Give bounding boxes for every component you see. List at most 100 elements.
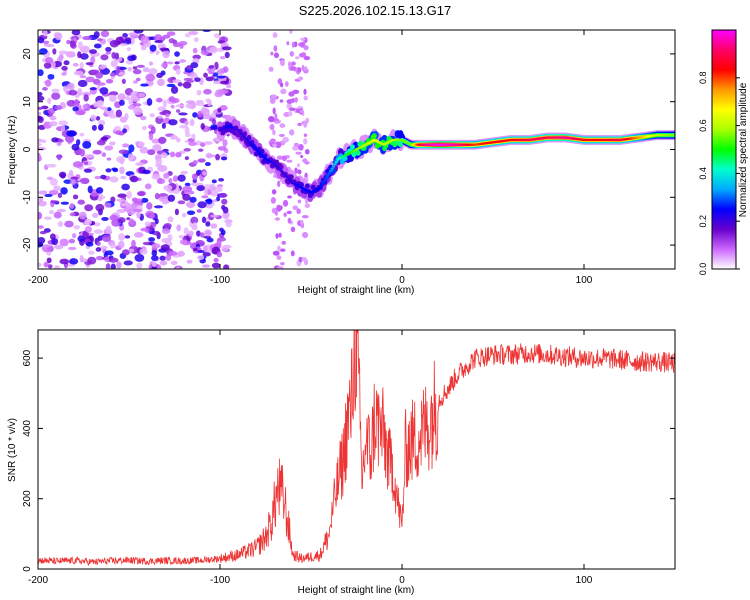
spectrogram-noise-blob xyxy=(59,258,70,265)
spectrogram-noise-blob xyxy=(217,68,225,75)
spectrogram-noise-blob xyxy=(175,151,182,158)
spectrogram-noise-blob xyxy=(44,193,53,198)
spectrogram-noise-blob xyxy=(116,65,121,74)
spectrogram-noise-blob xyxy=(52,48,57,55)
spectrogram-noise-blob xyxy=(300,155,304,159)
spectrogram-noise-blob xyxy=(149,61,154,66)
spectrogram-noise-blob xyxy=(154,34,163,42)
spectrogram-noise-blob xyxy=(272,129,276,136)
spectrogram-noise-blob xyxy=(188,30,199,36)
spectrogram-noise-blob xyxy=(218,192,228,198)
spectrogram-noise-blob xyxy=(177,174,186,182)
spectrogram-noise-blob xyxy=(301,65,305,71)
spectrogram-noise-blob xyxy=(100,30,110,38)
spectrogram-noise-blob xyxy=(186,201,196,209)
spectrogram-noise-blob xyxy=(159,111,168,116)
spectrogram-noise-blob xyxy=(268,66,274,72)
spectrogram-noise-blob xyxy=(211,118,217,125)
spectrogram-noise-blob xyxy=(302,231,309,239)
spectrogram-noise-blob xyxy=(156,72,164,79)
spectrogram-noise-blob xyxy=(79,53,89,60)
spectrogram-noise-blob xyxy=(203,72,208,78)
spectrogram-noise-blob xyxy=(155,50,160,55)
spectrogram-noise-blob xyxy=(213,33,221,39)
spectrogram-noise-blob xyxy=(73,70,84,76)
spectrogram-noise-blob xyxy=(272,250,280,256)
spectrogram-noise-blob xyxy=(185,100,196,104)
spectrogram-noise-blob xyxy=(100,136,109,141)
snr-y-tick-label: 0 xyxy=(22,566,33,572)
spectrogram-noise-blob xyxy=(124,235,131,239)
spectrogram-noise-blob xyxy=(142,169,151,174)
spectrogram-noise-blob xyxy=(162,50,170,59)
snr-y-tick-label: 400 xyxy=(22,420,33,437)
spectrogram-noise-blob xyxy=(139,248,148,255)
spectrogram-noise-blob xyxy=(292,145,300,151)
spectrogram-noise-blob xyxy=(57,154,62,161)
spectrogram-noise-blob xyxy=(295,56,300,60)
spectrogram-noise-blob xyxy=(136,210,141,219)
spectrogram-noise-blob xyxy=(132,208,143,213)
spectrogram-noise-blob xyxy=(179,59,187,63)
spectrogram-noise-blob xyxy=(175,68,181,75)
spectrogram-noise-blob xyxy=(133,107,143,116)
spectrogram-noise-blob xyxy=(222,211,230,220)
spectrogram-noise-blob xyxy=(95,203,105,212)
spectrogram-noise-blob xyxy=(48,189,59,196)
spectrogram-noise-blob xyxy=(184,33,191,38)
spectrogram-noise-blob xyxy=(282,199,289,207)
spectrogram-noise-blob xyxy=(148,237,155,242)
spectrogram-noise-blob xyxy=(192,112,198,118)
spectrogram-ridge-core xyxy=(330,167,334,171)
spectrogram-noise-blob xyxy=(294,96,298,103)
spectrogram-noise-blob xyxy=(133,30,144,34)
spectrogram-noise-blob xyxy=(201,216,207,224)
spectrogram-noise-blob xyxy=(93,31,100,39)
spectrogram-noise-blob xyxy=(192,160,198,165)
spectrogram-noise-blob xyxy=(184,132,191,138)
spectrogram-noise-blob xyxy=(38,69,44,77)
spectrogram-noise-blob xyxy=(149,113,155,118)
spectrogram-noise-blob xyxy=(122,128,127,134)
spectrogram-noise-blob xyxy=(178,235,185,239)
spectrogram-noise-blob xyxy=(71,143,80,151)
spectrogram-noise-blob xyxy=(127,104,136,110)
spectrogram-noise-blob xyxy=(268,115,275,123)
spectrogram-noise-blob xyxy=(303,56,311,61)
spectrogram-noise-blob xyxy=(280,82,284,88)
spectrogram-noise-blob xyxy=(300,37,306,41)
spectrogram-noise-blob xyxy=(96,140,106,146)
spectrogram-noise-blob xyxy=(92,149,102,155)
spectrogram-noise-blob xyxy=(206,237,214,243)
spectrogram-noise-blob xyxy=(196,89,202,96)
spectrogram-noise-blob xyxy=(109,39,119,48)
spectrogram-noise-blob xyxy=(42,30,48,37)
spectrogram-noise-blob xyxy=(82,35,92,41)
spectrogram-noise-blob xyxy=(95,187,104,194)
spectrogram-noise-blob xyxy=(161,62,168,69)
spectrogram-noise-blob xyxy=(161,122,166,129)
spectrogram-noise-blob xyxy=(272,107,276,115)
spectrogram-noise-blob xyxy=(280,88,287,95)
spectrogram-noise-blob xyxy=(84,154,95,158)
spectrogram-noise-blob xyxy=(147,149,156,156)
spectrogram-noise-blob xyxy=(166,83,176,88)
spectrogram-noise-blob xyxy=(278,232,282,238)
snr-x-axis: -200 -100 0 100 xyxy=(28,330,593,586)
spectrogram-noise-blob xyxy=(202,264,211,268)
spectrogram-noise-blob xyxy=(182,81,192,89)
spectrogram-noise-blob xyxy=(82,104,88,109)
spectrogram-noise-blob xyxy=(91,69,100,74)
spectrogram-noise-blob xyxy=(152,144,162,152)
spectrogram-noise-blob xyxy=(128,32,139,37)
spectrogram-noise-blob xyxy=(210,223,218,229)
spectrogram-noise-blob xyxy=(192,247,198,252)
spectrogram-noise-blob xyxy=(38,106,44,111)
spectrogram-noise-blob xyxy=(301,214,309,219)
spectrogram-noise-blob xyxy=(47,108,56,115)
spectrogram-noise-blob xyxy=(300,219,304,226)
spectrogram-noise-blob xyxy=(294,142,299,147)
spectrogram-noise-blob xyxy=(38,236,46,244)
spectrogram-noise-blob xyxy=(212,80,222,85)
